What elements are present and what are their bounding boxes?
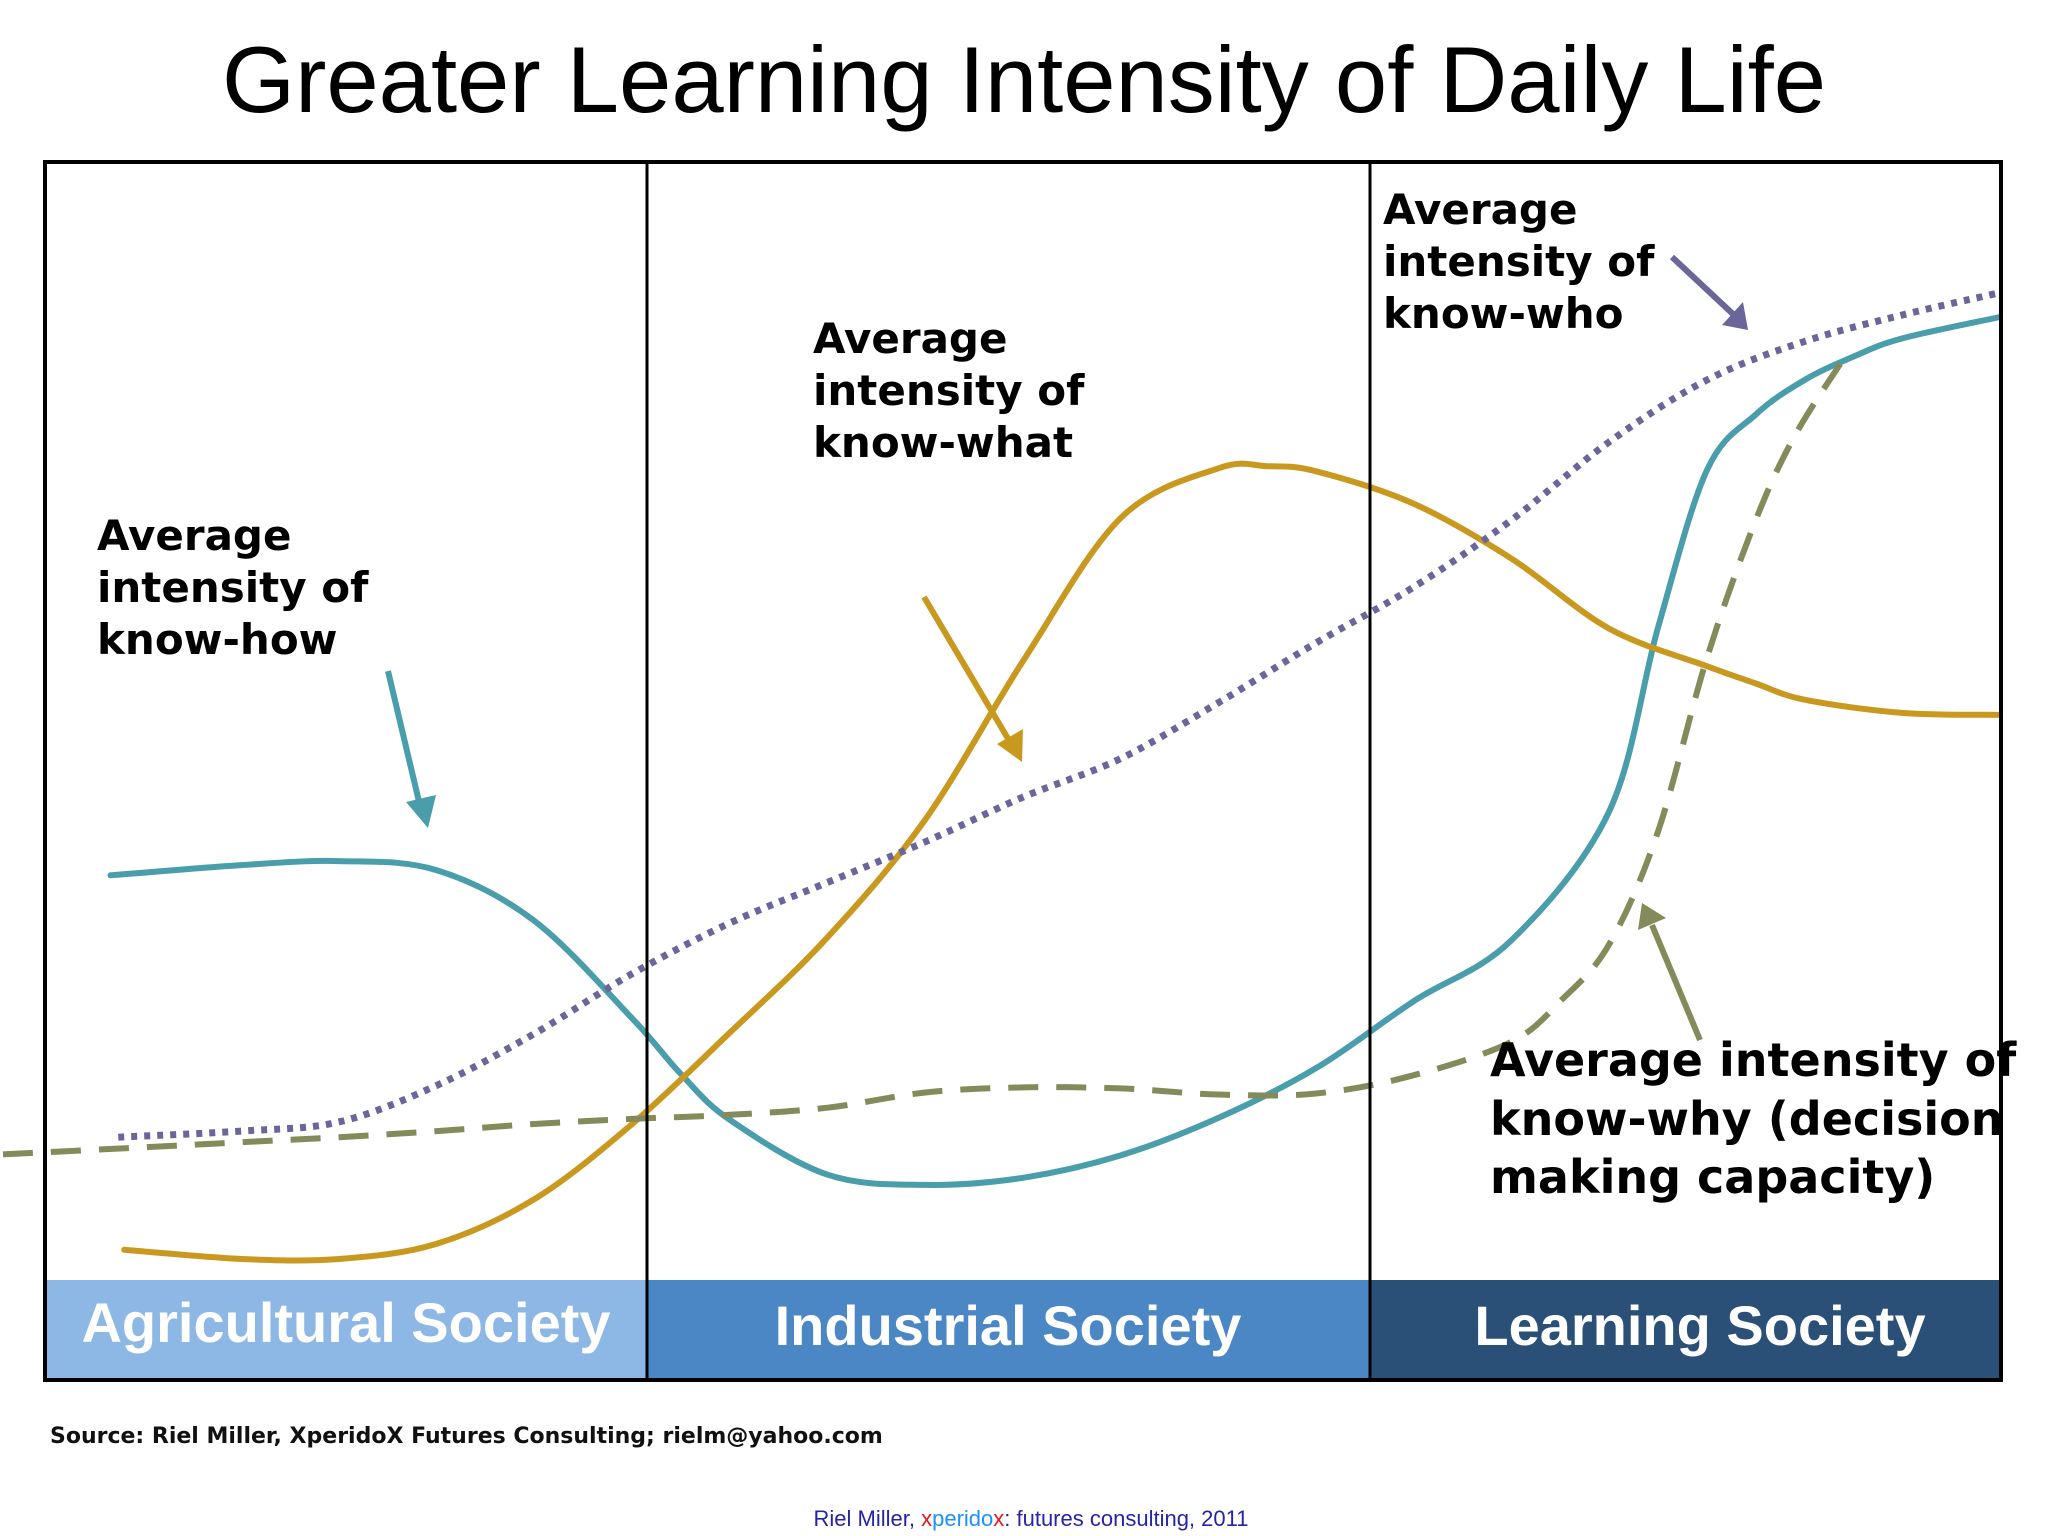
society-bands: Agricultural Society Industrial Society … [46, 1280, 2000, 1380]
footer-credit: Riel Miller, xperidox: futures consultin… [814, 1506, 1249, 1531]
arrow-know-why [1649, 923, 1703, 1042]
series-line-know-who [118, 289, 2001, 1141]
arrow-head-know-how [406, 795, 436, 828]
annotation-know-who-line-1: Average [1383, 185, 1577, 234]
band-label-industrial: Industrial Society [775, 1294, 1242, 1357]
annotation-know-why-line-3: making capacity) [1490, 1150, 1935, 1204]
band-learning [1370, 1280, 2000, 1380]
chart-title: Greater Learning Intensity of Daily Life [222, 27, 1826, 132]
annotation-know-how: Average intensity of know-how [97, 511, 369, 664]
band-agricultural [46, 1280, 647, 1380]
annotation-know-what-line-3: know-what [813, 418, 1073, 467]
annotation-know-how-line-2: intensity of [97, 563, 369, 612]
band-industrial [647, 1280, 1370, 1380]
annotation-know-who-line-3: know-who [1383, 289, 1623, 338]
annotation-know-why-line-2: know-why (decision [1490, 1092, 2003, 1146]
annotation-know-why-line-1: Average intensity of [1490, 1033, 2017, 1087]
source-note: Source: Riel Miller, XperidoX Futures Co… [50, 1424, 883, 1449]
footer-brand-x1: x [921, 1506, 932, 1531]
annotation-arrows [385, 254, 1748, 1042]
series-line-know-why [2, 356, 1847, 1158]
annotation-know-what: Average intensity of know-what [813, 314, 1085, 467]
annotation-know-who-line-2: intensity of [1383, 237, 1655, 286]
footer-author: Riel Miller, [814, 1506, 922, 1531]
annotation-know-why: Average intensity of know-why (decision … [1490, 1033, 2017, 1204]
band-label-learning: Learning Society [1474, 1294, 1925, 1357]
footer-rest: : futures consulting, 2011 [1004, 1506, 1248, 1531]
arrow-know-what [921, 595, 1013, 744]
annotation-know-who: Average intensity of know-who [1383, 185, 1655, 338]
series-line-know-how [107, 314, 2003, 1188]
footer-brand-x2: x [993, 1506, 1004, 1531]
band-label-agricultural: Agricultural Society [81, 1291, 610, 1354]
series-layer [2, 289, 2003, 1264]
annotation-know-what-line-1: Average [813, 314, 1007, 363]
footer-brand-mid: perido [932, 1506, 993, 1531]
arrow-know-how [385, 670, 424, 811]
arrow-head-know-what [997, 729, 1023, 762]
plot-frame [43, 160, 2003, 1382]
arrow-know-who [1669, 254, 1737, 318]
annotation-know-what-line-2: intensity of [813, 366, 1085, 415]
arrow-head-know-who [1722, 302, 1748, 330]
series-line-know-what [121, 460, 2003, 1264]
annotation-know-how-line-3: know-how [97, 615, 337, 664]
annotation-know-how-line-1: Average [97, 511, 291, 560]
arrow-head-know-why [1638, 903, 1666, 930]
